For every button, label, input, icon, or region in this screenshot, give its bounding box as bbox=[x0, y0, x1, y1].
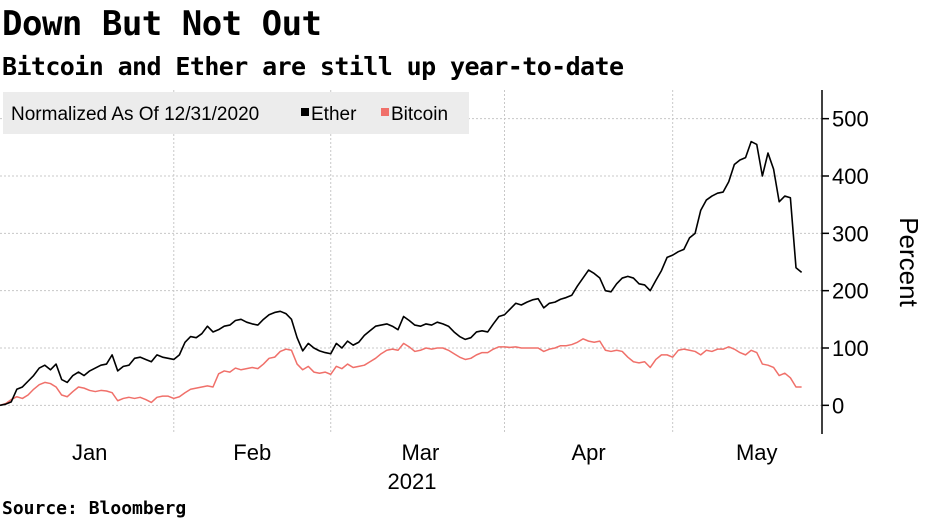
legend-swatch-bitcoin bbox=[381, 108, 389, 116]
x-tick-label-jan: Jan bbox=[72, 440, 107, 465]
legend-background bbox=[3, 92, 469, 134]
y-tick-label-400: 400 bbox=[832, 164, 869, 189]
legend-swatch-ether bbox=[301, 108, 309, 116]
legend-label-bitcoin: Bitcoin bbox=[391, 104, 448, 125]
y-axis-label: Percent bbox=[894, 217, 924, 307]
legend-note: Normalized As Of 12/31/2020 bbox=[11, 104, 259, 125]
x-tick-label-apr: Apr bbox=[571, 440, 605, 465]
y-tick-label-200: 200 bbox=[832, 279, 869, 304]
legend-label-ether: Ether bbox=[311, 104, 357, 125]
legend: Ether Bitcoin bbox=[301, 104, 448, 125]
x-tick-label-feb: Feb bbox=[233, 440, 271, 465]
x-tick-label-mar: Mar bbox=[401, 440, 439, 465]
gridlines bbox=[0, 90, 822, 434]
x-axis-year-label: 2021 bbox=[388, 469, 437, 494]
y-tick-label-300: 300 bbox=[832, 221, 869, 246]
y-tick-label-0: 0 bbox=[832, 393, 844, 418]
source-note: Source: Bloomberg bbox=[2, 498, 187, 519]
chart-subtitle: Bitcoin and Ether are still up year-to-d… bbox=[2, 52, 624, 81]
y-tick-label-500: 500 bbox=[832, 107, 869, 132]
series-line-ether bbox=[0, 140, 803, 407]
x-tick-label-may: May bbox=[736, 440, 778, 465]
y-tick-label-100: 100 bbox=[832, 336, 869, 361]
series-lines bbox=[0, 140, 803, 407]
axes: 0 100 200 300 400 500 Jan Feb Mar Apr May bbox=[72, 90, 869, 465]
series-line-bitcoin bbox=[0, 338, 802, 407]
chart-title: Down But Not Out bbox=[2, 4, 322, 44]
